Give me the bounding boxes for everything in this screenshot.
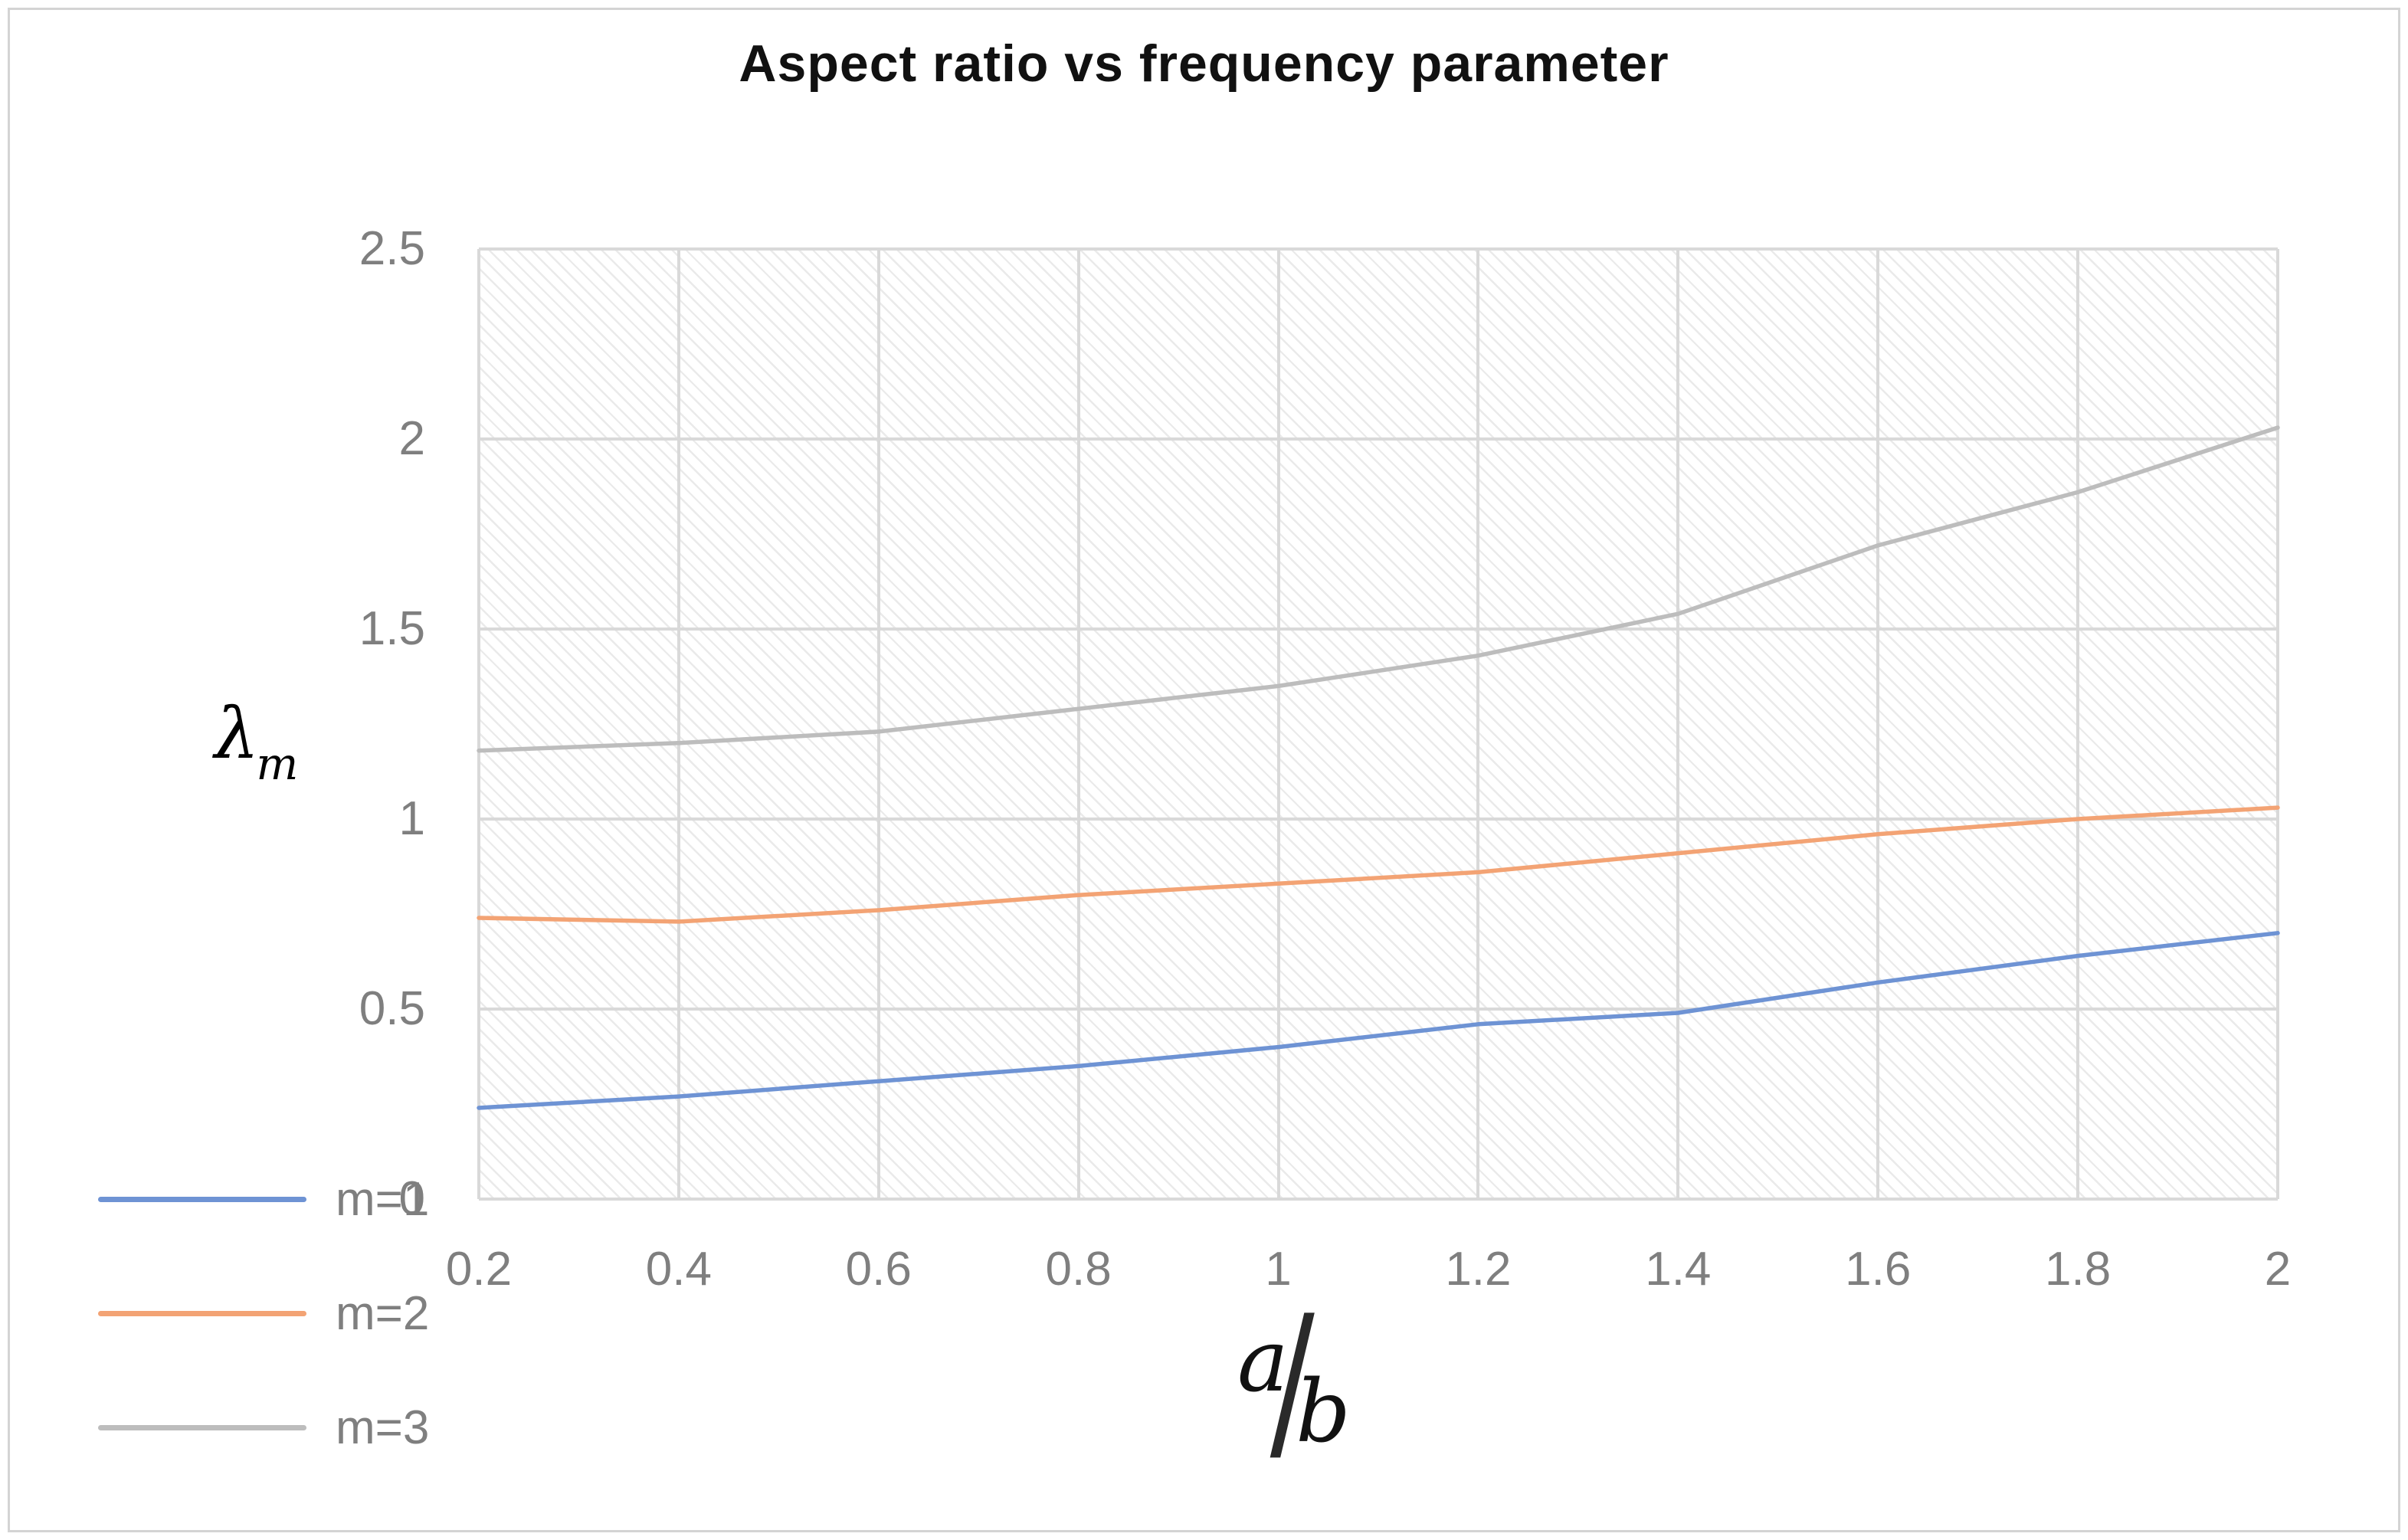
- legend-swatch-icon: [98, 1424, 306, 1430]
- x-tick-label: 0.4: [645, 1243, 712, 1296]
- fraction-slash: ∕: [1270, 1279, 1315, 1483]
- series-line-m=1: [477, 931, 2280, 1110]
- y-tick-label: 0: [398, 1172, 425, 1225]
- x-tick-label: 1.6: [1845, 1243, 1912, 1296]
- gridline-vertical: [477, 249, 480, 1199]
- y-tick-label: 2: [398, 412, 425, 465]
- y-tick-label: 1: [398, 792, 425, 845]
- legend-swatch-icon: [98, 1196, 306, 1202]
- gridline-vertical: [2076, 249, 2080, 1199]
- y-axis-title-lambda: λ: [215, 693, 260, 775]
- series-line-m=3: [477, 425, 2280, 753]
- y-tick-label: 1.5: [359, 602, 425, 655]
- y-tick-label: 0.5: [359, 982, 425, 1035]
- y-axis-title: λm: [215, 699, 299, 791]
- x-tick-label: 0.2: [445, 1243, 513, 1296]
- plot-area: [477, 247, 2280, 1201]
- gridline-vertical: [1276, 249, 1280, 1199]
- legend-label: m=1: [336, 1172, 430, 1226]
- gridline-vertical: [2276, 249, 2279, 1199]
- legend-item-m=3: m=3: [98, 1399, 429, 1456]
- x-tick-label: 0.6: [845, 1243, 912, 1296]
- gridline-horizontal: [479, 1008, 2278, 1011]
- x-tick-label: 1.4: [1645, 1243, 1712, 1296]
- legend-label: m=3: [336, 1401, 430, 1454]
- legend: m=1 m=2 m=3: [98, 1171, 429, 1513]
- gridline-vertical: [1676, 249, 1680, 1199]
- gridline-vertical: [1076, 249, 1080, 1199]
- x-tick-label: 1.2: [1445, 1243, 1512, 1296]
- legend-label: m=2: [336, 1286, 430, 1340]
- x-tick-label: 0.8: [1045, 1243, 1112, 1296]
- series-lines: [477, 425, 2280, 1110]
- series-line-m=2: [477, 805, 2280, 924]
- legend-swatch-icon: [98, 1310, 306, 1316]
- x-axis-title-denominator: b: [1296, 1362, 1351, 1462]
- gridline-horizontal: [479, 1198, 2278, 1201]
- gridline-horizontal: [479, 437, 2278, 441]
- x-tick-label: 1: [1265, 1243, 1292, 1296]
- x-tick-label: 2: [2264, 1243, 2292, 1296]
- legend-item-m=2: m=2: [98, 1285, 429, 1342]
- gridline-horizontal: [479, 818, 2278, 821]
- x-axis-title-numerator: a: [1237, 1312, 1289, 1411]
- y-tick-label: 2.5: [359, 222, 425, 275]
- x-axis-title: a ∕ b: [1237, 1293, 1351, 1470]
- y-axis-title-subscript: m: [256, 738, 299, 790]
- gridline-vertical: [1476, 249, 1480, 1199]
- gridline-horizontal: [479, 247, 2278, 251]
- x-tick-label: 1.8: [2045, 1243, 2112, 1296]
- chart-title: Aspect ratio vs frequency parameter: [739, 34, 1669, 93]
- legend-item-m=1: m=1: [98, 1171, 429, 1227]
- gridline-vertical: [677, 249, 680, 1199]
- gridline-horizontal: [479, 627, 2278, 631]
- gridline-vertical: [876, 249, 880, 1199]
- gridline-vertical: [1876, 249, 1880, 1199]
